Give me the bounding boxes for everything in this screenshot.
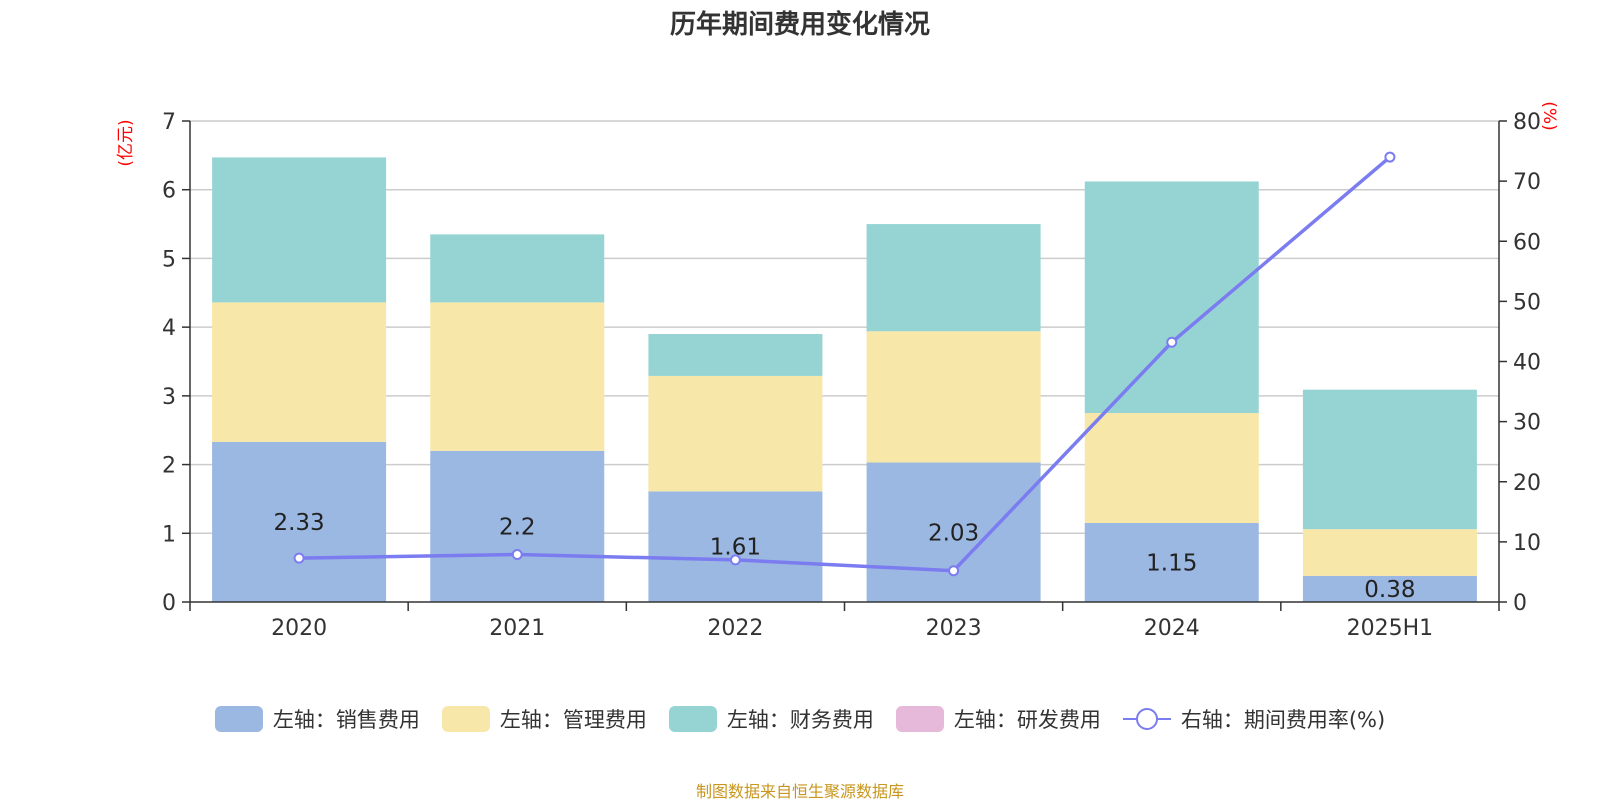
rate-point	[1384, 151, 1396, 163]
legend-item[interactable]: 左轴：研发费用	[895, 704, 1101, 734]
x-axis-tick-label: 2023	[926, 616, 982, 641]
right-axis-tick-label: 80	[1513, 110, 1541, 135]
bars	[212, 157, 1477, 602]
bar-segment	[1084, 181, 1259, 414]
rate-line	[293, 151, 1396, 577]
left-axis-tick-label: 6	[162, 179, 176, 204]
right-axis-tick-label: 50	[1513, 290, 1541, 315]
bar-segment	[648, 375, 823, 492]
legend-swatch	[668, 706, 717, 732]
bar-segment	[212, 441, 387, 602]
left-axis-tick-label: 2	[162, 454, 176, 479]
left-axis-tick-label: 4	[162, 316, 176, 341]
bar-segment	[1084, 413, 1259, 523]
right-axis-tick-label: 10	[1513, 531, 1541, 556]
x-axis-tick-label: 2022	[707, 616, 763, 641]
bar-segment	[866, 224, 1041, 332]
legend-swatch	[895, 706, 944, 732]
left-axis-tick-label: 1	[162, 522, 176, 547]
legend-label: 右轴：期间费用率(%)	[1180, 708, 1386, 732]
legend-label: 左轴：管理费用	[499, 708, 647, 732]
legend-swatch	[441, 706, 490, 732]
rate-point	[729, 554, 741, 566]
rate-point	[1166, 336, 1178, 348]
rate-point	[511, 549, 523, 561]
bar-segment	[866, 462, 1041, 602]
bar-segment	[212, 302, 387, 442]
left-axis-tick-label: 3	[162, 385, 176, 410]
right-axis-tick-label: 60	[1513, 230, 1541, 255]
right-axis-tick-label: 30	[1513, 411, 1541, 436]
legend-item[interactable]: 左轴：财务费用	[668, 704, 874, 734]
bar-value-label: 2.2	[499, 514, 536, 540]
bar-segment	[1302, 389, 1477, 530]
legend-swatch	[214, 706, 263, 732]
x-axis-tick-label: 2020	[271, 616, 327, 641]
right-axis-tick-label: 70	[1513, 170, 1541, 195]
legend-item[interactable]: 右轴：期间费用率(%)	[1122, 704, 1386, 734]
legend-label: 左轴：财务费用	[726, 708, 874, 732]
left-axis-tick-label: 5	[162, 247, 176, 272]
bar-value-label: 2.03	[928, 520, 979, 546]
legend-line-icon	[1122, 708, 1171, 730]
bar-segment	[430, 302, 605, 451]
source-note: 制图数据来自恒生聚源数据库	[695, 782, 904, 801]
bar-segment	[212, 157, 387, 303]
x-axis-tick-label: 2021	[489, 616, 545, 641]
bar-value-label: 1.61	[710, 535, 761, 561]
legend-item[interactable]: 左轴：管理费用	[441, 704, 647, 734]
x-axis-tick-label: 2025H1	[1347, 616, 1434, 641]
bar-segment	[1302, 529, 1477, 576]
bar-segment	[430, 450, 605, 602]
rate-line-path	[299, 155, 1392, 573]
right-axis-unit-label: (%)	[1539, 101, 1559, 130]
bar-segment	[866, 331, 1041, 463]
bar-value-label: 0.38	[1364, 577, 1415, 603]
left-axis-tick-label: 7	[162, 110, 176, 135]
left-axis-unit-label: (亿元)	[116, 119, 136, 166]
bar-value-label: 2.33	[273, 510, 324, 536]
bar-segment	[1302, 575, 1477, 602]
rate-point	[293, 552, 305, 564]
bar-segment	[648, 334, 823, 376]
legend-label: 左轴：销售费用	[272, 708, 420, 732]
bar-value-label: 1.15	[1146, 550, 1197, 576]
legend: 左轴：销售费用 左轴：管理费用 左轴：财务费用 左轴：研发费用 右轴：期间费用率(%)	[0, 704, 1600, 734]
bar-segment	[1084, 522, 1259, 602]
chart-title: 历年期间费用变化情况	[669, 10, 930, 40]
data-labels: 2.33 2.2 1.61 2.03 1.15 0.38	[273, 510, 1415, 603]
legend-label: 左轴：研发费用	[953, 708, 1101, 732]
legend-item[interactable]: 左轴：销售费用	[214, 704, 420, 734]
x-axis-tick-label: 2024	[1144, 616, 1200, 641]
grid-lines	[190, 120, 1499, 535]
right-axis-tick-label: 40	[1513, 351, 1541, 376]
bar-segment	[648, 491, 823, 602]
right-axis-tick-label: 0	[1513, 591, 1527, 616]
rate-point	[948, 565, 960, 577]
bar-segment	[430, 234, 605, 303]
right-axis-tick-label: 20	[1513, 471, 1541, 496]
left-axis-tick-label: 0	[162, 591, 176, 616]
